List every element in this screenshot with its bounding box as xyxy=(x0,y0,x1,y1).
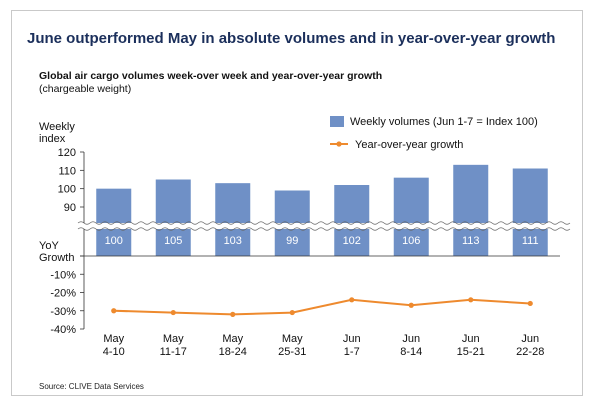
bar-7 xyxy=(512,168,548,256)
top-axis-tick-label-1: 110 xyxy=(58,165,76,177)
axis-break-line-top xyxy=(77,221,571,225)
category-label-month-2: May xyxy=(222,333,243,345)
bar-value-label-6: 113 xyxy=(462,235,480,247)
category-label-month-5: Jun xyxy=(402,333,420,345)
top-axis-label-line2: index xyxy=(39,133,66,145)
legend-swatch-bars xyxy=(330,116,344,127)
axis-break-line-bottom xyxy=(77,227,571,231)
category-label-week-1: 11-17 xyxy=(160,346,187,358)
yoy-growth-point-3 xyxy=(289,309,295,316)
category-label-week-0: 4-10 xyxy=(103,346,125,358)
category-label-month-3: May xyxy=(282,333,303,345)
bottom-axis-label-line2: Growth xyxy=(39,252,74,264)
yoy-growth-point-6 xyxy=(468,297,474,303)
category-label-week-3: 25-31 xyxy=(278,346,306,358)
yoy-growth-point-7 xyxy=(527,300,533,307)
category-label-week-5: 8-14 xyxy=(400,346,422,358)
bar-value-label-0: 100 xyxy=(105,235,123,247)
category-label-month-7: Jun xyxy=(521,333,539,345)
yoy-growth-point-2 xyxy=(230,311,236,317)
bottom-axis-tick-label-4: -40% xyxy=(50,324,76,336)
bottom-axis-tick-label-2: -20% xyxy=(50,288,76,300)
top-axis-tick-label-2: 100 xyxy=(58,184,76,196)
bar-1 xyxy=(155,179,191,256)
legend-label-bars: Weekly volumes (Jun 1-7 = Index 100) xyxy=(350,116,538,128)
bar-value-label-5: 106 xyxy=(402,235,420,247)
chart-frame xyxy=(11,10,583,396)
bottom-axis-tick-label-3: -30% xyxy=(50,306,76,318)
bar-6 xyxy=(453,164,489,256)
yoy-growth-point-1 xyxy=(170,309,176,316)
chart-source: Source: CLIVE Data Services xyxy=(39,382,144,391)
yoy-growth-point-0 xyxy=(111,308,117,314)
axis-break-gap xyxy=(78,223,566,229)
category-label-week-2: 18-24 xyxy=(219,346,247,358)
category-label-month-4: Jun xyxy=(343,333,361,345)
yoy-growth-point-4 xyxy=(349,297,355,303)
bar-value-label-7: 111 xyxy=(522,235,539,247)
chart-title: June outperformed May in absolute volume… xyxy=(27,30,556,47)
category-label-month-0: May xyxy=(103,333,124,345)
category-label-week-6: 15-21 xyxy=(457,346,485,358)
category-label-week-7: 22-28 xyxy=(516,346,544,358)
bar-4 xyxy=(334,185,370,256)
top-axis-tick-label-3: 90 xyxy=(64,202,76,214)
category-label-week-4: 1-7 xyxy=(344,346,360,358)
bar-0 xyxy=(96,188,132,256)
bar-value-label-3: 99 xyxy=(286,235,298,247)
top-axis-tick-label-0: 120 xyxy=(58,147,76,159)
legend-swatch-line-marker xyxy=(336,141,342,147)
category-label-month-6: Jun xyxy=(462,333,480,345)
top-axis-label-line1: Weekly xyxy=(39,121,75,133)
legend-label-line: Year-over-year growth xyxy=(355,139,463,151)
bar-2 xyxy=(215,183,251,256)
category-label-month-1: May xyxy=(163,333,184,345)
yoy-growth-line xyxy=(113,298,531,316)
chart-subtitle: Global air cargo volumes week-over week … xyxy=(39,70,383,82)
bar-5 xyxy=(393,177,429,256)
bar-value-label-1: 105 xyxy=(164,235,182,247)
bottom-axis-tick-label-1: -10% xyxy=(50,269,76,281)
yoy-growth-point-5 xyxy=(408,302,414,308)
chart-subtitle-units: (chargeable weight) xyxy=(39,83,132,95)
bar-value-label-4: 102 xyxy=(343,235,361,247)
bar-value-label-2: 103 xyxy=(224,235,242,247)
bottom-axis-label-line1: YoY xyxy=(39,240,59,252)
